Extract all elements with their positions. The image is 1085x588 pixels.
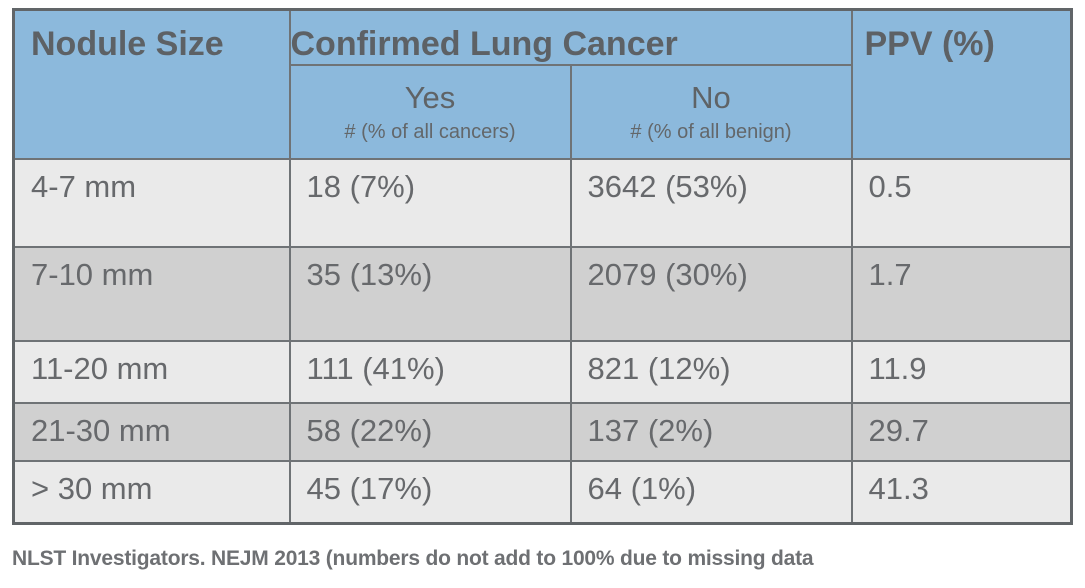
cell-nodule-size: 11-20 mm — [12, 340, 291, 404]
cell-nodule-size: 4-7 mm — [12, 158, 291, 248]
cell-cancer-no: 2079 (30%) — [569, 246, 853, 342]
table-row: 4-7 mm 18 (7%) 3642 (53%) 0.5 — [12, 158, 1073, 248]
table-row: 7-10 mm 35 (13%) 2079 (30%) 1.7 — [12, 246, 1073, 342]
cell-nodule-size: 21-30 mm — [12, 402, 291, 462]
cell-cancer-no: 137 (2%) — [569, 402, 853, 462]
cell-ppv: 41.3 — [850, 460, 1073, 524]
header-no-note: # (% of all benign) — [630, 121, 792, 144]
cell-ppv: 29.7 — [850, 402, 1073, 462]
table-row: 11-20 mm 111 (41%) 821 (12%) 11.9 — [12, 340, 1073, 404]
header-confirmed-lung-cancer: Confirmed Lung Cancer — [288, 8, 853, 66]
header-yes-note: # (% of all cancers) — [344, 121, 516, 144]
table-header-row-2: Yes # (% of all cancers) No # (% of all … — [14, 64, 1072, 160]
cell-cancer-yes: 35 (13%) — [288, 246, 572, 342]
table-header-row-1: Nodule Size Confirmed Lung Cancer PPV (%… — [12, 8, 1073, 160]
table-row: 21-30 mm 58 (22%) 137 (2%) 29.7 — [12, 402, 1073, 462]
header-no-cell: No # (% of all benign) — [569, 64, 853, 160]
header-nodule-size: Nodule Size — [12, 8, 291, 160]
cell-nodule-size: 7-10 mm — [12, 246, 291, 342]
header-yes-label: Yes — [404, 79, 456, 115]
cell-ppv: 1.7 — [850, 246, 1073, 342]
cell-cancer-no: 64 (1%) — [569, 460, 853, 524]
cell-cancer-yes: 111 (41%) — [288, 340, 572, 404]
table-row: > 30 mm 45 (17%) 64 (1%) 41.3 — [12, 460, 1073, 524]
header-no-label: No — [691, 79, 731, 115]
source-footnote: NLST Investigators. NEJM 2013 (numbers d… — [12, 547, 814, 570]
cell-cancer-no: 3642 (53%) — [569, 158, 853, 248]
cell-ppv: 0.5 — [850, 158, 1073, 248]
cell-nodule-size: > 30 mm — [12, 460, 291, 524]
nodule-size-ppv-table: Nodule Size Confirmed Lung Cancer PPV (%… — [12, 8, 1073, 525]
header-yes-cell: Yes # (% of all cancers) — [288, 64, 572, 160]
cell-cancer-no: 821 (12%) — [569, 340, 853, 404]
cell-cancer-yes: 58 (22%) — [288, 402, 572, 462]
cell-cancer-yes: 18 (7%) — [288, 158, 572, 248]
header-ppv: PPV (%) — [850, 8, 1073, 160]
cell-ppv: 11.9 — [850, 340, 1073, 404]
cell-cancer-yes: 45 (17%) — [288, 460, 572, 524]
